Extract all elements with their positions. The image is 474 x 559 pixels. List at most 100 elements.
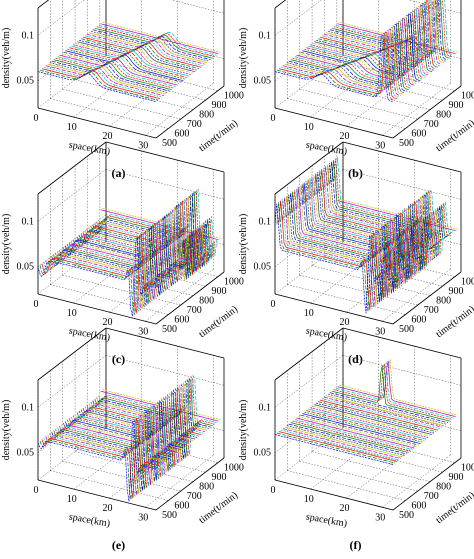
x-tick-label: 0: [34, 485, 39, 496]
y-tick-label: 700: [424, 491, 439, 502]
surface-slice: [74, 206, 194, 288]
surface-slice: [72, 393, 192, 475]
x-tick-label: 0: [271, 299, 276, 310]
surface-slice: [37, 71, 157, 102]
gridline: [170, 0, 225, 14]
surface-slice: [84, 35, 204, 67]
panel-caption: (c): [111, 352, 126, 366]
x-axis-line: [37, 293, 157, 325]
gridline: [299, 274, 418, 306]
surface-slice: [65, 215, 184, 296]
y-tick-label: 500: [162, 138, 177, 149]
y-tick-label: 800: [436, 110, 451, 121]
surface-slice: [45, 230, 164, 311]
gridline: [105, 169, 225, 200]
x-axis-line: [37, 479, 157, 511]
gridline: [274, 0, 322, 36]
x-tick-label: 20: [103, 131, 113, 142]
x-axis-line: [274, 107, 394, 139]
box-edge: [342, 141, 462, 173]
surface-slice: [290, 422, 409, 453]
gridline: [299, 460, 418, 492]
surface-slice: [288, 423, 407, 455]
x-axis-line: [274, 479, 394, 511]
gridline: [73, 250, 142, 304]
y-axis-line: [392, 85, 462, 139]
x-tick-label: 10: [304, 494, 314, 505]
surface-slice: [298, 416, 417, 447]
surface-slice: [274, 34, 394, 102]
surface-slice: [49, 227, 168, 308]
surface-slice: [57, 56, 176, 88]
y-tick-label: 900: [448, 472, 463, 483]
surface-slice: [314, 404, 433, 435]
surface-slice: [88, 196, 208, 278]
surface-slice: [73, 44, 192, 76]
surface-slice: [88, 32, 207, 64]
box-edge: [105, 141, 225, 173]
surface-slice: [327, 163, 446, 273]
z-tick-label: 0.05: [17, 448, 35, 459]
gridline: [342, 169, 462, 200]
surface-slice: [82, 200, 202, 282]
surface-slice: [302, 413, 421, 444]
y-axis-label: time(t/min): [197, 490, 240, 526]
x-tick-label: 30: [138, 326, 148, 337]
gridline: [274, 28, 344, 81]
surface-slice: [67, 398, 186, 479]
surface-slice: [306, 410, 425, 441]
gridline: [336, 432, 455, 463]
x-tick-label: 30: [138, 140, 148, 151]
surface-slice: [90, 380, 209, 461]
y-tick-label: 1000: [224, 91, 244, 102]
y-tick-label: 700: [187, 491, 202, 502]
surface-slice: [278, 200, 397, 311]
surface-slice: [98, 188, 218, 270]
gridline: [287, 470, 406, 501]
y-tick-label: 700: [187, 119, 202, 130]
y-tick-label: 900: [211, 286, 226, 297]
surface-slice: [292, 190, 411, 300]
surface-slice: [96, 190, 216, 272]
surface-slice: [81, 38, 200, 70]
y-tick-label: 1000: [224, 277, 244, 288]
x-tick-label: 20: [340, 503, 350, 514]
y-tick-label: 600: [174, 315, 189, 326]
surface-slice: [80, 202, 200, 284]
y-tick-label: 900: [211, 100, 226, 111]
surface-slice: [63, 51, 182, 83]
surface-slice: [47, 63, 166, 95]
x-tick-label: 20: [103, 317, 113, 328]
surface-slice: [98, 24, 217, 56]
gridline: [73, 436, 142, 490]
x-axis-label: space(km): [68, 512, 111, 530]
y-axis-line: [392, 271, 462, 325]
surface-slice: [302, 182, 421, 293]
surface-slice: [300, 414, 419, 446]
z-tick-label: 0.1: [259, 216, 272, 227]
surface-slice: [70, 211, 190, 291]
chart-panel-b: 010203050060070080090010000.050.1space(k…: [237, 0, 474, 186]
surface-slice: [282, 428, 401, 459]
surface-slice: [55, 57, 174, 89]
surface-slice: [335, 157, 454, 267]
surface-slice: [43, 66, 162, 98]
gridline: [342, 355, 462, 386]
gridline: [310, 436, 379, 490]
surface-slice: [86, 33, 205, 65]
surface-slice: [298, 185, 417, 296]
x-tick-label: 20: [340, 317, 350, 328]
y-axis-line: [155, 457, 225, 511]
y-tick-label: 500: [399, 324, 414, 335]
surface-slice: [96, 26, 215, 58]
box-edge: [105, 327, 225, 359]
surface-slice: [282, 197, 401, 308]
surface-slice: [51, 226, 170, 306]
y-tick-label: 1000: [461, 91, 474, 102]
surface-slice: [286, 425, 405, 456]
surface-slice: [305, 179, 425, 290]
surface-slice: [274, 434, 394, 465]
gridline: [73, 64, 142, 118]
gridline: [274, 241, 344, 295]
